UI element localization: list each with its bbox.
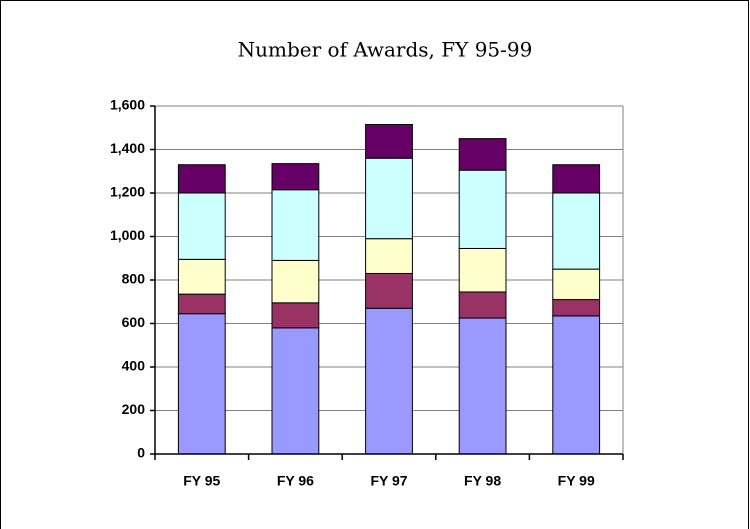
bar-segment	[365, 123, 413, 159]
bar-segment	[365, 157, 413, 240]
bar-segment	[271, 189, 320, 261]
bar-segment	[552, 192, 601, 270]
bar-segment	[271, 163, 320, 191]
bar-segment	[552, 315, 601, 455]
x-tick-label: FY 98	[464, 473, 501, 489]
bar-segment	[177, 293, 226, 315]
bar-segment	[458, 138, 507, 171]
y-tick-label: 600	[122, 314, 146, 330]
bar-segment	[365, 272, 413, 309]
bar-segment	[177, 164, 226, 194]
bar-segment	[458, 169, 507, 249]
bar-segment	[458, 247, 507, 293]
bar-segment	[271, 259, 320, 304]
y-tick-label: 1,600	[110, 97, 145, 113]
y-tick-label: 800	[122, 271, 146, 287]
y-tick-label: 1,000	[110, 227, 145, 243]
chart-title: Number of Awards, FY 95-99	[238, 38, 533, 62]
bar-segment	[552, 268, 601, 301]
x-tick-label: FY 97	[370, 473, 407, 489]
bar-segment	[271, 327, 320, 455]
x-tick-label: FY 99	[558, 473, 595, 489]
y-tick-label: 200	[122, 401, 146, 417]
bar-segment	[271, 302, 320, 329]
bar-segment	[552, 299, 601, 317]
bar-segment	[458, 317, 507, 455]
y-tick-label: 400	[122, 358, 146, 374]
y-tick-label: 1,400	[110, 140, 145, 156]
bar-segment	[365, 307, 413, 455]
bar-segment	[365, 238, 413, 274]
bar-segment	[177, 313, 226, 455]
x-tick-label: FY 96	[277, 473, 314, 489]
x-tick-label: FY 95	[183, 473, 220, 489]
bar-segment	[458, 291, 507, 319]
y-tick-label: 1,200	[110, 184, 145, 200]
bar-segment	[177, 258, 226, 295]
y-tick-label: 0	[137, 445, 145, 461]
bar-segment	[177, 192, 226, 260]
bar-segment	[552, 164, 601, 194]
